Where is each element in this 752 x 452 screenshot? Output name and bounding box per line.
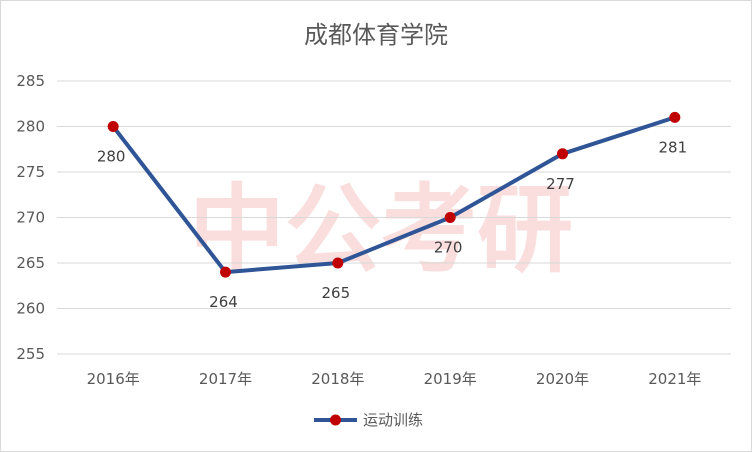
data-point bbox=[557, 148, 568, 160]
y-tick-label: 285 bbox=[16, 72, 45, 90]
y-tick-label: 275 bbox=[16, 163, 45, 181]
legend-label: 运动训练 bbox=[363, 411, 423, 429]
y-tick-label: 280 bbox=[16, 118, 45, 136]
data-point bbox=[444, 212, 456, 223]
y-tick-label: 265 bbox=[16, 254, 45, 272]
x-tick-label: 2016年 bbox=[87, 370, 140, 388]
legend: 运动训练 bbox=[314, 411, 423, 429]
y-tick-label: 270 bbox=[16, 209, 45, 227]
x-tick-label: 2017年 bbox=[199, 370, 252, 388]
series-layer bbox=[107, 111, 681, 278]
data-label: 281 bbox=[659, 138, 688, 156]
series-line bbox=[111, 115, 676, 275]
y-tick-label: 260 bbox=[16, 300, 45, 318]
data-point bbox=[332, 257, 344, 269]
data-labels: 280 264 265 270 277 281 bbox=[97, 138, 687, 311]
data-label: 270 bbox=[434, 239, 463, 257]
data-label: 280 bbox=[97, 148, 126, 166]
data-point bbox=[669, 111, 681, 123]
y-axis-ticks: 255 260 265 270 275 280 285 bbox=[16, 72, 45, 363]
x-axis-ticks: 2016年 2017年 2018年 2019年 2020年 2021年 bbox=[87, 370, 702, 388]
gridlines bbox=[57, 80, 731, 355]
data-label: 265 bbox=[322, 284, 351, 302]
data-label: 277 bbox=[546, 175, 575, 193]
x-tick-label: 2020年 bbox=[536, 370, 589, 388]
chart-title: 成都体育学院 bbox=[304, 21, 448, 49]
x-tick-label: 2021年 bbox=[648, 370, 701, 388]
data-point bbox=[107, 121, 119, 132]
y-tick-label: 255 bbox=[16, 345, 45, 363]
watermark: 中公考研 bbox=[189, 174, 573, 286]
data-label: 264 bbox=[209, 293, 238, 311]
data-point bbox=[220, 266, 231, 278]
legend-marker-swatch bbox=[330, 414, 341, 426]
x-tick-label: 2019年 bbox=[424, 370, 477, 388]
x-tick-label: 2018年 bbox=[311, 370, 364, 388]
